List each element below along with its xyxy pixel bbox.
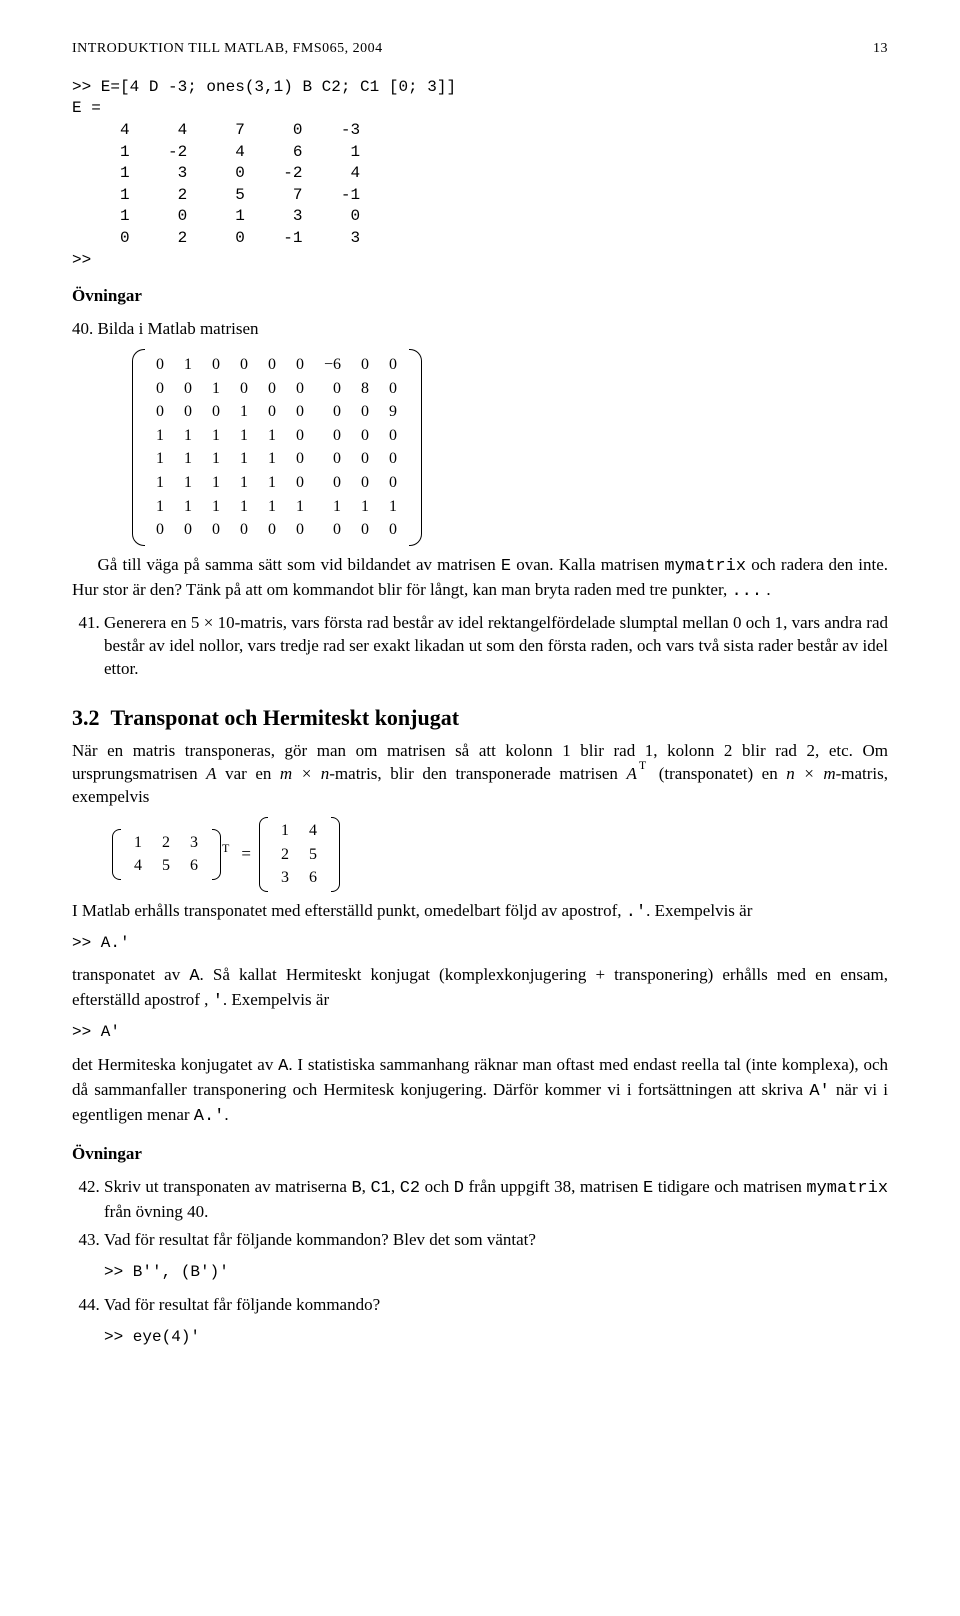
- inline-code: B: [351, 1179, 361, 1198]
- matrix-right: 142536: [259, 817, 339, 892]
- text: (transponatet) en: [650, 764, 786, 783]
- inline-code: ': [213, 992, 223, 1011]
- sec32-p3: transponatet av A. Så kallat Hermiteskt …: [72, 964, 888, 1014]
- inline-code: E: [643, 1179, 653, 1198]
- text: och: [420, 1177, 454, 1196]
- paren-right: [409, 349, 421, 546]
- running-head: INTRODUKTION TILL MATLAB, FMS065, 2004 1…: [72, 40, 888, 59]
- exercise-list-41: Generera en 5 × 10-matris, vars första r…: [72, 612, 888, 681]
- transpose-T: T: [222, 840, 229, 856]
- inline-code: .': [626, 903, 646, 922]
- text: -matris, blir den transponerade matrisen: [329, 764, 626, 783]
- equals: =: [241, 843, 251, 866]
- inline-code: A: [278, 1057, 288, 1076]
- page: INTRODUKTION TILL MATLAB, FMS065, 2004 1…: [0, 0, 960, 1419]
- section-number: 3.2: [72, 705, 100, 730]
- text: Vad för resultat får följande kommandon?…: [104, 1230, 536, 1249]
- inline-code: C1: [370, 1179, 390, 1198]
- var: A: [206, 764, 216, 783]
- text: från övning 40.: [104, 1202, 208, 1221]
- text: . Exempelvis är: [646, 901, 752, 920]
- running-title: INTRODUKTION TILL MATLAB, FMS065, 2004: [72, 40, 383, 59]
- text: transponatet av: [72, 965, 189, 984]
- ex43: Vad för resultat får följande kommandon?…: [104, 1229, 888, 1284]
- exercises-heading-2: Övningar: [72, 1143, 888, 1166]
- text: I Matlab erhålls transponatet med efters…: [72, 901, 626, 920]
- ex40-intro: 40. Bilda i Matlab matrisen: [72, 318, 888, 341]
- text: det Hermiteska konjugatet av: [72, 1055, 278, 1074]
- inline-code: ...: [731, 582, 762, 601]
- text: från uppgift 38, matrisen: [464, 1177, 643, 1196]
- transpose-equation: 123456 T = 142536: [112, 817, 888, 892]
- inline-code: E: [501, 557, 511, 576]
- inline-code: A.': [194, 1107, 225, 1126]
- text: . Exempelvis är: [223, 990, 329, 1009]
- ex42: Skriv ut transponaten av matriserna B, C…: [104, 1176, 888, 1224]
- code-B-transpose: >> B'', (B')': [104, 1262, 888, 1284]
- ex40-body: Gå till väga på samma sätt som vid bilda…: [72, 554, 888, 604]
- ex41: Generera en 5 × 10-matris, vars första r…: [104, 612, 888, 681]
- code-block-E: >> E=[4 D -3; ones(3,1) B C2; C1 [0; 3]]…: [72, 77, 888, 271]
- sec32-p1: När en matris transponeras, gör man om m…: [72, 740, 888, 809]
- inline-code: C2: [400, 1179, 420, 1198]
- text: ovan. Kalla matrisen: [511, 555, 664, 574]
- matrix-left: 123456: [112, 829, 220, 880]
- text: Vad för resultat får följande kommando?: [104, 1295, 380, 1314]
- superscript: T: [639, 758, 646, 772]
- paren-left: [132, 349, 144, 546]
- exercise-list-42: Skriv ut transponaten av matriserna B, C…: [72, 1176, 888, 1349]
- inline-code: A': [809, 1082, 829, 1101]
- ex44: Vad för resultat får följande kommando? …: [104, 1294, 888, 1349]
- text: .: [224, 1105, 228, 1124]
- inline-code: mymatrix: [806, 1179, 888, 1198]
- sec32-p4: det Hermiteska konjugatet av A. I statis…: [72, 1054, 888, 1129]
- big-matrix: 010000−600001000080000100009111110000111…: [132, 349, 888, 546]
- text: ,: [391, 1177, 400, 1196]
- inline-code: A: [189, 967, 199, 986]
- var: A: [626, 764, 636, 783]
- code-eye: >> eye(4)': [104, 1327, 888, 1349]
- page-number: 13: [873, 40, 888, 59]
- var: m × n: [280, 764, 329, 783]
- text: tidigare och matrisen: [653, 1177, 806, 1196]
- exercises-heading: Övningar: [72, 285, 888, 308]
- section-heading: 3.2 Transponat och Hermiteskt konjugat: [72, 703, 888, 733]
- text: Gå till väga på samma sätt som vid bilda…: [98, 555, 501, 574]
- sec32-p2: I Matlab erhålls transponatet med efters…: [72, 900, 888, 925]
- var: n × m: [786, 764, 835, 783]
- code-A-apostrophe: >> A': [72, 1022, 888, 1044]
- code-A-dot-apostrophe: >> A.': [72, 933, 888, 955]
- matrix-cells: 010000−600001000080000100009111110000111…: [144, 349, 409, 546]
- text: var en: [217, 764, 280, 783]
- text: Skriv ut transponaten av matriserna: [104, 1177, 351, 1196]
- section-title: Transponat och Hermiteskt konjugat: [111, 705, 460, 730]
- inline-code: mymatrix: [664, 557, 746, 576]
- inline-code: D: [454, 1179, 464, 1198]
